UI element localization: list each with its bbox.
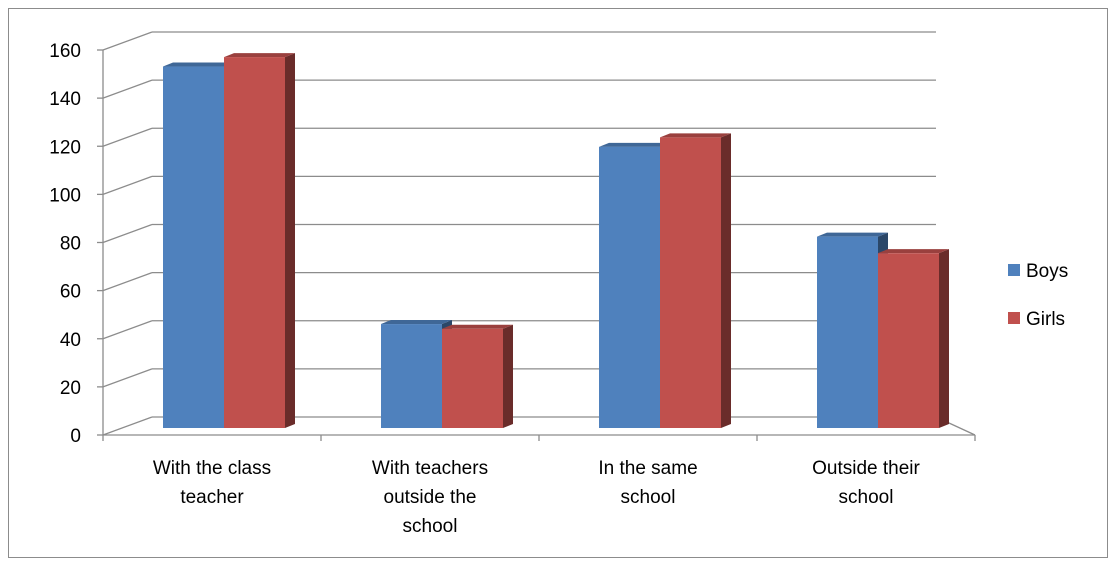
bar-top bbox=[442, 324, 513, 329]
x-category-label: Outside their school bbox=[812, 458, 920, 508]
bar-boys bbox=[817, 236, 878, 428]
wall-connector bbox=[102, 31, 153, 51]
wall-connector bbox=[102, 175, 153, 195]
bar-top bbox=[817, 232, 888, 237]
legend-swatch bbox=[1008, 312, 1020, 324]
bar-top bbox=[878, 249, 949, 254]
bar-side bbox=[285, 53, 295, 429]
wall-connector bbox=[102, 416, 153, 436]
wall-connector bbox=[102, 79, 153, 99]
bar-side bbox=[503, 324, 513, 428]
bar-side bbox=[939, 249, 949, 428]
legend-label: Girls bbox=[1026, 309, 1065, 330]
bar-girls bbox=[878, 253, 939, 428]
y-tick-label: 100 bbox=[49, 185, 81, 206]
bar-top bbox=[599, 142, 670, 147]
wall-connector bbox=[102, 272, 153, 292]
bar-top bbox=[163, 62, 234, 67]
legend-label: Boys bbox=[1026, 261, 1068, 282]
wall-connector bbox=[102, 368, 153, 388]
y-tick-label: 140 bbox=[49, 89, 81, 110]
bar-boys bbox=[381, 324, 442, 428]
legend-swatch bbox=[1008, 264, 1020, 276]
x-category-label: In the same school bbox=[598, 458, 697, 508]
bar-boys bbox=[599, 146, 660, 429]
wall-connector bbox=[102, 223, 153, 244]
bar-top bbox=[224, 53, 295, 58]
bar-girls bbox=[660, 137, 721, 428]
y-tick-label: 20 bbox=[60, 378, 81, 399]
x-category-label: With teachers outside the school bbox=[372, 458, 488, 537]
y-tick-label: 0 bbox=[70, 426, 81, 447]
bar-girls bbox=[442, 328, 503, 428]
wall-connector bbox=[102, 320, 153, 340]
bar-side bbox=[721, 133, 731, 428]
y-tick-label: 120 bbox=[49, 137, 81, 158]
y-tick-label: 160 bbox=[49, 41, 81, 62]
x-category-label: With the class teacher bbox=[153, 458, 271, 508]
y-tick-label: 40 bbox=[60, 330, 81, 351]
y-tick-label: 80 bbox=[60, 234, 81, 255]
bar-top bbox=[381, 320, 452, 325]
bar-top bbox=[660, 133, 731, 138]
bar-boys bbox=[163, 66, 224, 428]
bar-girls bbox=[224, 57, 285, 429]
y-tick-label: 60 bbox=[60, 282, 81, 303]
wall-connector bbox=[102, 127, 153, 147]
